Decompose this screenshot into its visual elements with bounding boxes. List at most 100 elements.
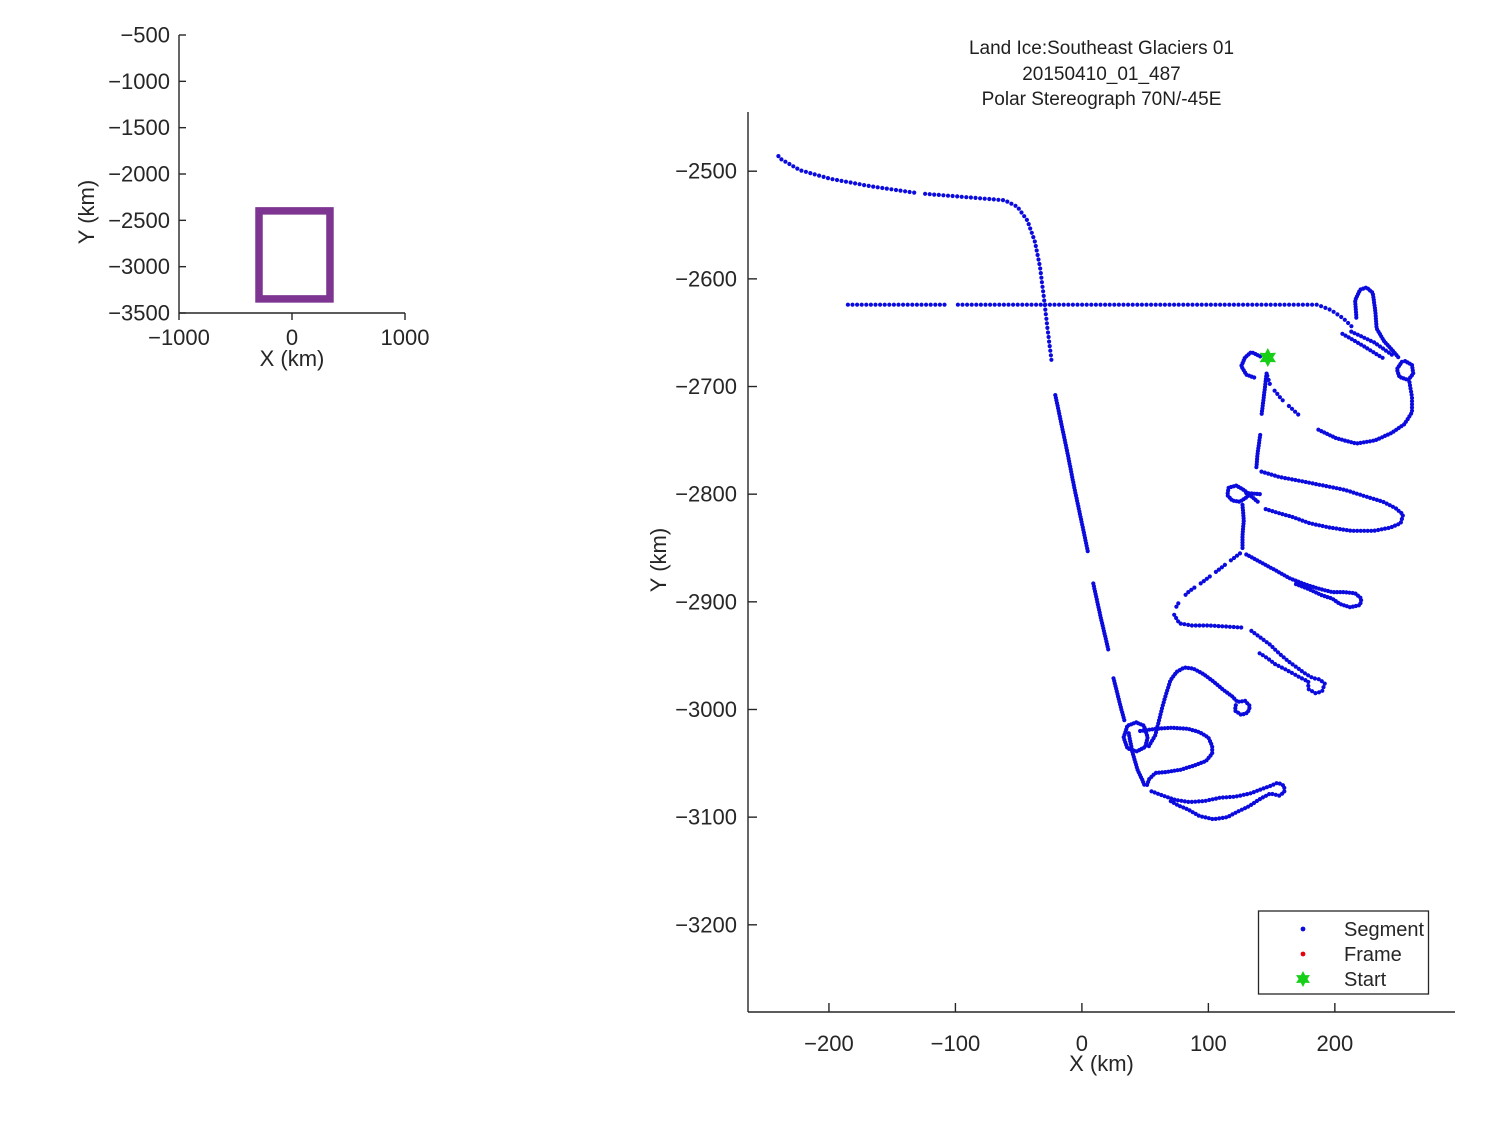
segment-dot — [996, 197, 1001, 202]
segment-dot — [1289, 406, 1295, 411]
segment-dot — [903, 189, 908, 194]
segment-dot — [955, 194, 960, 199]
segment-dot — [1182, 799, 1187, 804]
segment-dot — [1126, 302, 1131, 307]
segment-dot — [1145, 782, 1150, 788]
segment-dot — [1168, 725, 1173, 730]
segment-dot — [862, 183, 867, 188]
segment-dot — [1327, 307, 1332, 312]
segment-dot — [1310, 481, 1315, 486]
segment-dot — [1259, 302, 1264, 307]
segment-dot — [871, 184, 876, 189]
segment-dot — [1293, 582, 1299, 587]
segment-dot — [1282, 785, 1287, 791]
main-xlabel: X (km) — [1069, 1051, 1134, 1076]
segment-dot — [1149, 302, 1154, 307]
segment-dot — [1213, 816, 1218, 822]
segment-dot — [1168, 799, 1173, 804]
segment-dot — [1266, 508, 1272, 513]
segment-dot — [1198, 581, 1203, 586]
segment-dot — [923, 191, 928, 196]
segment-dot — [1178, 726, 1183, 731]
x-tick-label: −100 — [931, 1031, 981, 1056]
segment-dot — [1204, 302, 1209, 307]
legend-marker-start — [1296, 971, 1310, 987]
segment-dot — [1022, 214, 1027, 219]
coverage-box — [255, 207, 334, 303]
segment-dot — [1231, 624, 1236, 630]
segment-dot — [791, 164, 796, 169]
segment-dot — [1185, 302, 1190, 307]
segment-dot — [1193, 623, 1198, 628]
segment-dot — [1389, 524, 1394, 530]
segment-dot — [873, 302, 878, 307]
segment-dot — [907, 189, 912, 195]
segment-dot — [1009, 201, 1014, 206]
segment-dot — [1306, 683, 1311, 688]
segment-dot — [1130, 302, 1135, 307]
segment-dot — [1241, 302, 1246, 307]
segment-dot — [955, 302, 961, 307]
segment-dot — [1227, 794, 1232, 800]
segment-dot — [1264, 785, 1269, 790]
segment-dot — [1020, 302, 1025, 307]
segment-dot — [830, 177, 835, 182]
segment-dot — [1166, 769, 1171, 774]
segment-dot — [1236, 809, 1241, 814]
segment-dot — [1213, 569, 1218, 575]
segment-dot — [1371, 438, 1376, 443]
segment-dot — [1040, 284, 1045, 289]
segment-dot — [1208, 302, 1213, 307]
segment-dot — [983, 302, 988, 307]
segment-dot — [1403, 359, 1408, 364]
segment-dot — [1306, 673, 1311, 678]
segment-dot — [808, 171, 813, 176]
segment-dot — [1281, 655, 1286, 660]
segment-dot — [1234, 553, 1240, 558]
segment-dot — [1365, 528, 1370, 533]
segment-dot — [1186, 622, 1191, 628]
segment-dot — [1299, 676, 1304, 681]
segment-dot — [1252, 375, 1257, 380]
segment-dot — [1287, 302, 1292, 307]
segment-dot — [1409, 402, 1415, 407]
x-tick-label: −200 — [804, 1031, 854, 1056]
segment-dot — [1234, 794, 1239, 799]
segment-dot — [1284, 657, 1289, 662]
segment-dot — [1152, 790, 1157, 795]
title-line-2: 20150410_01_487 — [1022, 63, 1181, 85]
segment-dot — [1299, 669, 1304, 674]
segment-dot — [1303, 678, 1308, 683]
segment-dot — [1026, 222, 1031, 227]
segment-dot — [1047, 302, 1052, 307]
segment-dot — [1240, 545, 1245, 551]
segment-dot — [1176, 302, 1181, 307]
y-tick-label: −3000 — [675, 697, 737, 722]
legend-box — [1257, 910, 1430, 995]
segment-dot — [821, 174, 826, 179]
main-ylabel: Y (km) — [646, 527, 671, 593]
segment-dot — [1231, 302, 1236, 307]
segment-dot — [1224, 795, 1229, 800]
segment-dot — [1268, 783, 1273, 789]
segment-dot — [1355, 528, 1360, 533]
segment-dot — [1268, 302, 1273, 307]
segment-dot — [1409, 395, 1415, 401]
segment-dot — [1204, 576, 1209, 581]
segment-dot — [1407, 380, 1412, 385]
segment-dot — [803, 169, 809, 174]
segment-dot — [1186, 590, 1191, 595]
segment-dot — [1264, 640, 1269, 645]
segment-dot — [1275, 650, 1281, 655]
segment-dot — [1358, 492, 1363, 497]
segment-dot — [1181, 726, 1186, 731]
segment-dot — [882, 302, 887, 307]
segment-dot — [868, 302, 874, 307]
segment-dot — [1380, 355, 1385, 360]
segment-dot — [1300, 518, 1305, 523]
segment-dot — [1262, 470, 1267, 475]
segment-dot — [776, 154, 781, 159]
segment-dot — [1075, 302, 1080, 307]
segment-dot — [1042, 298, 1047, 303]
segment-dot — [1241, 792, 1246, 797]
